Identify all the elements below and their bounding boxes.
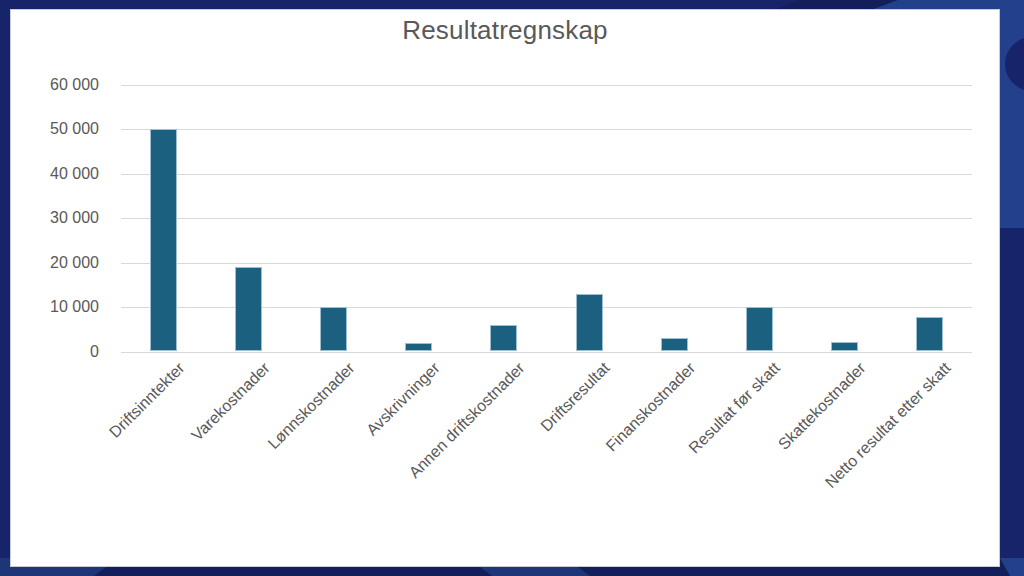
bar-varekostnader <box>235 267 262 351</box>
x-axis-category-label: Varekostnader <box>188 359 273 444</box>
bar-lønnskostnader <box>320 307 347 351</box>
x-axis-category-label: Finanskostnader <box>603 359 699 455</box>
y-axis-tick-label: 60 000 <box>11 76 99 94</box>
gridline <box>121 85 972 86</box>
bar-netto-resultat-etter-skatt <box>916 317 943 352</box>
y-axis-tick-label: 0 <box>11 343 99 361</box>
gridline <box>121 129 972 130</box>
bar-annen-driftskostnader <box>490 325 517 352</box>
y-axis-tick-label: 40 000 <box>11 165 99 183</box>
x-axis-category-label: Skattekostnader <box>775 359 869 453</box>
x-axis-category-label: Resultat før skatt <box>686 359 784 457</box>
slide: Resultatregnskap 0 10 000 20 000 30 000 40 0… <box>0 0 1024 576</box>
x-axis-category-label: Lønnskostnader <box>265 359 359 453</box>
y-axis-tick-label: 50 000 <box>11 120 99 138</box>
bar-skattekostnader <box>831 342 858 352</box>
y-axis-tick-label: 20 000 <box>11 254 99 272</box>
bar-avskrivninger <box>405 343 432 352</box>
gridline <box>121 263 972 264</box>
gridline <box>121 352 972 353</box>
y-axis-tick-label: 10 000 <box>11 298 99 316</box>
bar-finanskostnader <box>661 338 688 351</box>
x-axis-category-label: Avskrivninger <box>363 359 443 439</box>
bar-driftsinntekter <box>150 129 177 351</box>
x-axis-category-label: Driftsresultat <box>538 359 614 435</box>
y-axis-tick-label: 30 000 <box>11 209 99 227</box>
bar-resultat-før-skatt <box>746 307 773 351</box>
chart-panel: Resultatregnskap 0 10 000 20 000 30 000 40 0… <box>10 9 1000 567</box>
gridline <box>121 174 972 175</box>
gridline <box>121 218 972 219</box>
chart-title: Resultatregnskap <box>11 15 999 46</box>
bar-driftsresultat <box>576 294 603 352</box>
x-axis-category-label: Driftsinntekter <box>106 359 189 442</box>
